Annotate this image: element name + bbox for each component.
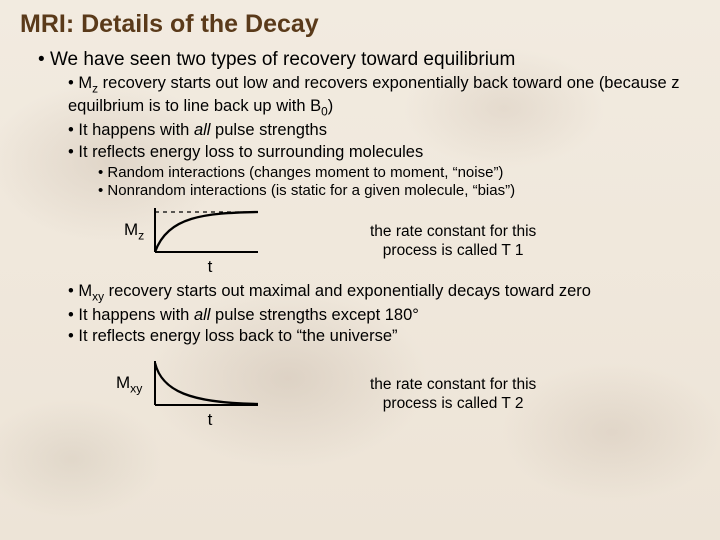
mxy-bullet-2: It happens with all pulse strengths exce… — [68, 305, 700, 326]
mxy-bullet-3: It reflects energy loss back to “the uni… — [68, 326, 700, 347]
mxy-chart: Mxy t — [150, 359, 260, 430]
mxy-x-axis-label: t — [160, 410, 260, 430]
mz-rate-caption: the rate constant for thisprocess is cal… — [370, 222, 536, 261]
mz-x-axis-label: t — [160, 257, 260, 277]
mxy-bullet-1: Mxy recovery starts out maximal and expo… — [68, 281, 700, 304]
mz-bullet-3: It reflects energy loss to surrounding m… — [68, 142, 700, 163]
mz-bullet-1: Mz recovery starts out low and recovers … — [68, 73, 700, 119]
mxy-chart-svg — [150, 359, 260, 407]
mz-subbullet-2: Nonrandom interactions (is static for a … — [98, 182, 700, 200]
intro-bullet: We have seen two types of recovery towar… — [38, 49, 700, 71]
slide-title: MRI: Details of the Decay — [20, 10, 700, 39]
mz-y-axis-label: Mz — [124, 220, 144, 242]
mz-chart-svg — [150, 206, 260, 254]
mz-chart: Mz t — [150, 206, 260, 277]
mxy-rate-caption: the rate constant for thisprocess is cal… — [370, 375, 536, 414]
mz-bullet-2: It happens with all pulse strengths — [68, 120, 700, 141]
mxy-y-axis-label: Mxy — [116, 373, 142, 395]
mz-subbullet-1: Random interactions (changes moment to m… — [98, 164, 700, 182]
